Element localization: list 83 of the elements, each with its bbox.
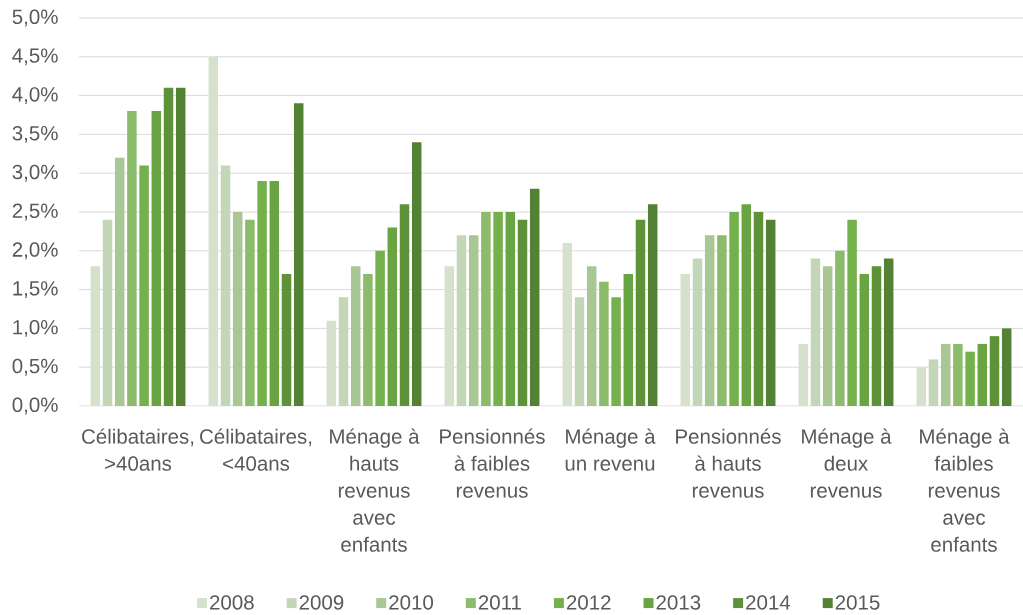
legend-label: 2011 xyxy=(478,595,521,610)
bar xyxy=(940,343,951,406)
bar xyxy=(965,351,975,406)
bar xyxy=(704,235,715,406)
bar xyxy=(232,211,243,406)
bar xyxy=(635,219,646,406)
bar xyxy=(765,219,776,406)
y-tick-label: 3,5% xyxy=(12,125,58,143)
bar xyxy=(102,219,113,406)
y-tick-label: 0,5% xyxy=(12,358,58,376)
y-tick-label: 1,0% xyxy=(13,319,58,337)
y-tick-label: 4,5% xyxy=(12,48,58,66)
bar xyxy=(883,258,894,406)
y-tick-label: 2,0% xyxy=(12,242,58,260)
bar xyxy=(375,250,385,406)
bar xyxy=(399,204,410,406)
legend-label: 2010 xyxy=(389,595,434,610)
bar xyxy=(517,219,528,406)
bar xyxy=(220,165,231,406)
bar xyxy=(350,266,361,406)
bar xyxy=(810,258,821,406)
bar xyxy=(586,266,597,406)
bar xyxy=(114,157,125,406)
bar xyxy=(928,359,939,406)
x-tick-label: Célibataires, >40ans xyxy=(82,428,194,471)
bar xyxy=(387,227,398,406)
y-tick-label: 3,0% xyxy=(12,164,58,182)
bar xyxy=(1001,328,1012,406)
bar xyxy=(871,266,882,406)
bar xyxy=(163,87,174,406)
bar xyxy=(257,180,267,406)
bar xyxy=(729,211,739,406)
bar xyxy=(127,111,137,406)
bar xyxy=(456,235,467,406)
bar xyxy=(411,142,422,406)
legend-label: 2013 xyxy=(656,595,701,610)
bar xyxy=(175,87,186,406)
bar xyxy=(599,281,609,406)
y-tick-label: 2,5% xyxy=(12,203,58,221)
bar xyxy=(847,219,857,406)
x-tick-label: Pensionnés à faibles revenus xyxy=(440,428,545,498)
y-tick-label: 1,5% xyxy=(13,281,58,299)
bar xyxy=(835,250,845,406)
bar xyxy=(529,188,540,406)
x-tick-label: Ménage à deux revenus xyxy=(802,428,892,498)
legend-label: 2009 xyxy=(299,595,344,610)
bar xyxy=(269,180,280,406)
bar xyxy=(692,258,703,406)
x-tick-label: Ménage à faibles revenus avec enfants xyxy=(920,428,1010,552)
bar xyxy=(623,274,634,406)
bar xyxy=(139,165,149,406)
x-tick-label: Pensionnés à hauts revenus xyxy=(676,428,781,498)
x-tick-label: Ménage à un revenu xyxy=(565,428,656,471)
bar xyxy=(574,297,585,406)
bar xyxy=(611,297,621,406)
bar xyxy=(468,235,479,406)
legend-label: 2012 xyxy=(566,595,611,610)
x-tick-label: Célibataires, <40ans xyxy=(200,428,312,471)
bar xyxy=(989,336,1000,406)
bar xyxy=(493,211,503,406)
bar xyxy=(505,211,516,406)
x-tick-label: Ménage à hauts revenus avec enfants xyxy=(330,428,420,552)
bar xyxy=(245,219,255,406)
bar xyxy=(293,103,304,406)
y-tick-label: 4,0% xyxy=(12,87,58,105)
y-tick-label: 5,0% xyxy=(12,9,58,27)
bar xyxy=(977,343,988,406)
y-tick-label: 0,0% xyxy=(12,397,58,415)
bar xyxy=(717,235,727,406)
bar xyxy=(741,204,752,406)
legend-label: 2008 xyxy=(210,595,254,610)
legend-label: 2015 xyxy=(835,595,880,610)
bar xyxy=(822,266,833,406)
legend-label: 2014 xyxy=(746,595,791,610)
bar xyxy=(753,211,764,406)
bar xyxy=(338,297,349,406)
bar xyxy=(647,204,658,406)
bar xyxy=(481,211,491,406)
bar xyxy=(281,274,292,406)
bar xyxy=(953,343,963,406)
bar xyxy=(363,274,373,406)
bar xyxy=(859,274,870,406)
bar xyxy=(151,111,162,406)
